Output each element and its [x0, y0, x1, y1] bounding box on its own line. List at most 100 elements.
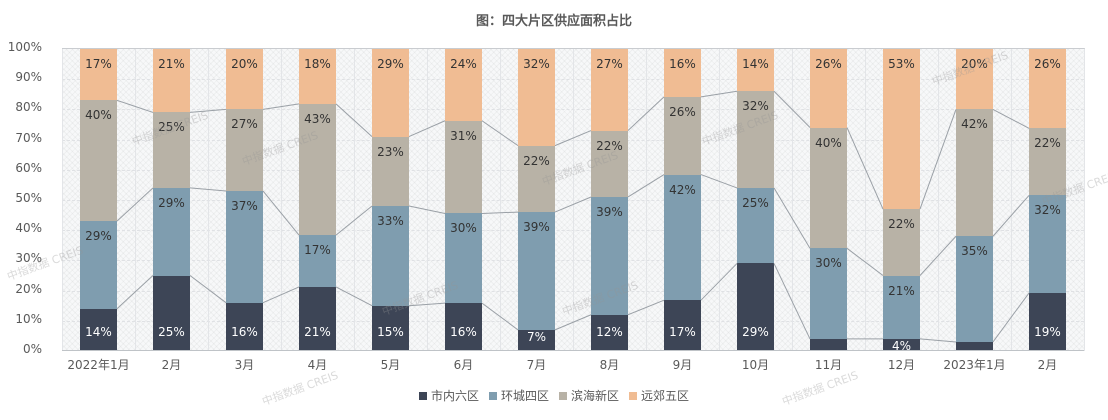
stacked-bar: 15% 33% 23% 29%: [372, 49, 409, 351]
v-gridline: [719, 49, 720, 351]
stacked-bar: 29% 25% 32% 14%: [737, 49, 774, 351]
segment-value-label: 40%: [815, 135, 842, 150]
bar-segment: 17%: [80, 49, 117, 101]
legend-swatch-icon: [559, 391, 567, 400]
bar-segment: 15%: [372, 305, 409, 351]
bar-segment: 23%: [372, 136, 409, 207]
bar-segment: 16%: [664, 49, 701, 97]
legend-item[interactable]: 市内六区: [418, 387, 479, 404]
bar-segment: 22%: [883, 209, 920, 276]
bar-segment: 30%: [810, 248, 847, 339]
segment-value-label: 21%: [888, 283, 915, 298]
bar-segment: 30%: [445, 213, 482, 304]
x-tick-label: 2月: [1037, 358, 1058, 372]
stacked-bar: 17% 42% 26% 16%: [664, 49, 701, 351]
stacked-bar: 14% 29% 40% 17%: [80, 49, 117, 351]
segment-value-label: 29%: [85, 229, 112, 244]
bar-segment: 22%: [1029, 128, 1066, 196]
x-tick-label: 9月: [672, 358, 693, 372]
segment-value-label: 16%: [450, 325, 477, 339]
segment-value-label: 21%: [158, 57, 185, 72]
segment-value-label: 20%: [961, 57, 988, 72]
bar-segment: 25%: [153, 112, 190, 188]
bar-segment: 40%: [810, 127, 847, 249]
bar-segment: 29%: [372, 49, 409, 137]
bar-segment: 22%: [591, 130, 628, 197]
x-tick-label: 6月: [453, 358, 474, 372]
legend-label: 市内六区: [430, 389, 479, 403]
v-gridline: [1011, 49, 1012, 351]
v-gridline: [792, 49, 793, 351]
bar-segment: 17%: [299, 235, 336, 287]
segment-value-label: 43%: [304, 111, 331, 126]
x-tick-label: 2月: [161, 358, 182, 372]
segment-value-label: 17%: [669, 325, 696, 339]
segment-value-label: 7%: [526, 329, 547, 344]
bar-segment: 43%: [299, 103, 336, 236]
bar-segment: 19%: [1029, 293, 1066, 351]
bar-segment: 42%: [664, 174, 701, 301]
bar-segment: 27%: [591, 49, 628, 131]
bar-segment: 25%: [153, 275, 190, 351]
segment-value-label: 37%: [231, 198, 258, 213]
segment-value-label: 16%: [231, 325, 258, 339]
segment-value-label: 35%: [961, 244, 988, 259]
x-tick-label: 2022年1月: [67, 358, 130, 372]
bar-segment: 33%: [372, 206, 409, 306]
segment-value-label: 17%: [304, 243, 331, 258]
x-tick-label: 4月: [307, 358, 328, 372]
segment-value-label: 26%: [669, 104, 696, 119]
x-tick-label: 7月: [526, 358, 547, 372]
v-gridline: [500, 49, 501, 351]
v-gridline: [646, 49, 647, 351]
bar-segment: 20%: [226, 49, 263, 110]
x-tick-label: 11月: [814, 358, 843, 372]
bar-segment: 29%: [153, 187, 190, 276]
v-gridline: [62, 49, 63, 351]
segment-value-label: 42%: [669, 182, 696, 197]
stacked-bar: 12% 39% 22% 27%: [591, 49, 628, 351]
segment-value-label: 39%: [523, 220, 550, 235]
stacked-bar: 21% 17% 43% 18%: [299, 49, 336, 351]
segment-value-label: 16%: [669, 57, 696, 72]
series-connector-lines: [116, 90, 1030, 343]
segment-value-label: 14%: [85, 325, 112, 339]
segment-value-label: 22%: [596, 138, 623, 153]
segment-value-label: 17%: [85, 57, 112, 72]
segment-value-label: 39%: [596, 205, 623, 219]
segment-value-label: 22%: [1034, 136, 1061, 151]
segment-value-label: 31%: [450, 128, 477, 143]
bar-segment: 26%: [810, 49, 847, 128]
x-tick-label: 3月: [234, 358, 255, 372]
stacked-bar: 16% 30% 31% 24%: [445, 49, 482, 351]
bar-segment: 12%: [591, 314, 628, 351]
bar-segment: 25%: [737, 187, 774, 264]
bar-segment: 32%: [518, 49, 555, 146]
v-gridline: [573, 49, 574, 351]
bar-segment: 39%: [518, 212, 555, 330]
y-tick-label: 80%: [15, 100, 42, 115]
legend-item[interactable]: 环城四区: [488, 387, 549, 404]
v-gridline: [281, 49, 282, 351]
bar-segment: 26%: [1029, 49, 1066, 129]
bar-segment: 22%: [518, 145, 555, 213]
y-tick-label: 0%: [22, 342, 42, 356]
x-tick-label: 12月: [887, 358, 916, 372]
legend: 市内六区 环城四区 滨海新区 远郊五区: [0, 387, 1108, 404]
bar-segment: 29%: [80, 221, 117, 309]
chart-title: 图：四大片区供应面积占比: [475, 14, 632, 29]
bar-segment: 26%: [664, 96, 701, 175]
legend-item[interactable]: 远郊五区: [629, 387, 689, 404]
segment-value-label: 18%: [304, 57, 331, 72]
bar-segment: 29%: [737, 263, 774, 351]
legend-item[interactable]: 滨海新区: [559, 387, 619, 404]
segment-value-label: 29%: [158, 195, 185, 210]
segment-value-label: 14%: [742, 57, 769, 72]
x-axis-line: [62, 350, 1084, 351]
v-gridline: [865, 49, 866, 351]
bar-segment: 20%: [956, 49, 993, 110]
segment-value-label: 26%: [815, 57, 842, 72]
bar-segment: 37%: [226, 190, 263, 303]
segment-value-label: 53%: [888, 57, 915, 72]
segment-value-label: 4%: [891, 338, 912, 353]
